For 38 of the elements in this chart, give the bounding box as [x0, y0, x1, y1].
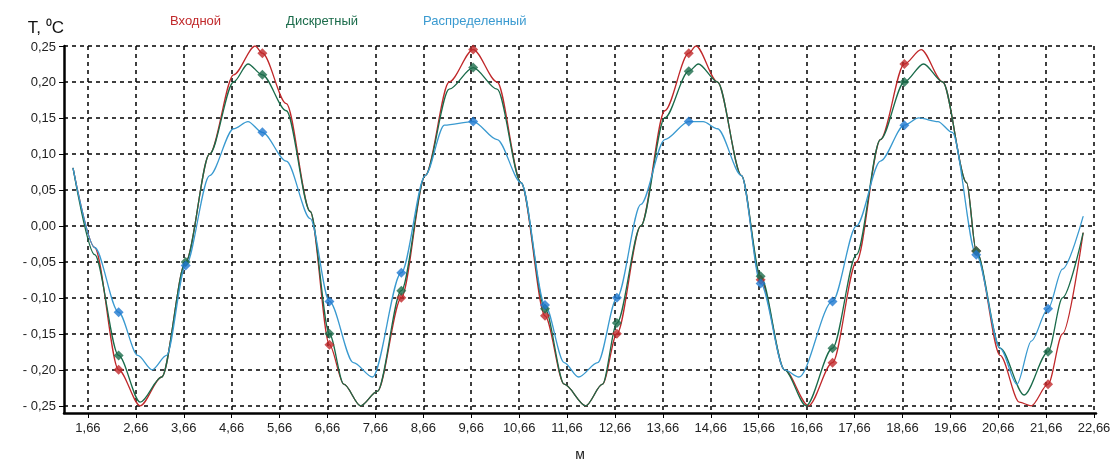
x-tick-label: 19,66 [934, 420, 967, 435]
text: Входной [170, 12, 222, 28]
x-tick-label: 17,66 [838, 420, 871, 435]
x-tick-label: 8,66 [410, 420, 436, 435]
x-tick-label: 4,66 [219, 420, 245, 435]
y-tick-label: - 0,10 [22, 290, 56, 306]
x-tick-label: 20,66 [981, 420, 1015, 435]
x-tick-label: 22,66 [1077, 420, 1111, 435]
y-tick-label: 0,10 [30, 146, 56, 162]
y-tick-label: 0,05 [30, 182, 56, 198]
y-tick-label: - 0,25 [22, 398, 56, 414]
text: Распределенный [423, 12, 527, 28]
x-tick-label: 9,66 [458, 420, 484, 435]
x-tick-label: 14,66 [694, 420, 728, 435]
y-tick-label: - 0,20 [22, 362, 56, 378]
x-tick-label: 16,66 [790, 420, 823, 435]
x-axis-title: м [575, 446, 585, 462]
y-tick-label: 0,20 [30, 74, 56, 90]
x-tick-label: 12,66 [598, 420, 632, 435]
x-tick-label: 11,66 [551, 420, 583, 435]
y-axis-title: T, ⁰C [27, 18, 64, 37]
y-tick-label: 0,00 [30, 218, 56, 234]
x-tick-label: 7,66 [362, 420, 389, 435]
x-tick-label: 10,66 [502, 420, 536, 435]
x-tick-label: 18,66 [886, 420, 919, 435]
x-tick-label: 3,66 [171, 420, 197, 435]
y-tick-label: 0,25 [30, 38, 56, 54]
x-tick-label: 1,66 [75, 420, 101, 435]
x-tick-label: 6,66 [314, 420, 341, 435]
x-tick-label: 15,66 [742, 420, 775, 435]
x-tick-label: 13,66 [646, 420, 680, 435]
x-tick-label: 21,66 [1029, 420, 1063, 435]
y-tick-label: 0,15 [30, 110, 56, 126]
y-tick-label: - 0,15 [22, 326, 56, 342]
x-tick-label: 2,66 [123, 420, 149, 435]
x-tick-label: 5,66 [266, 420, 293, 435]
y-tick-label: - 0,05 [22, 254, 56, 270]
text: Дискретный [286, 12, 359, 28]
